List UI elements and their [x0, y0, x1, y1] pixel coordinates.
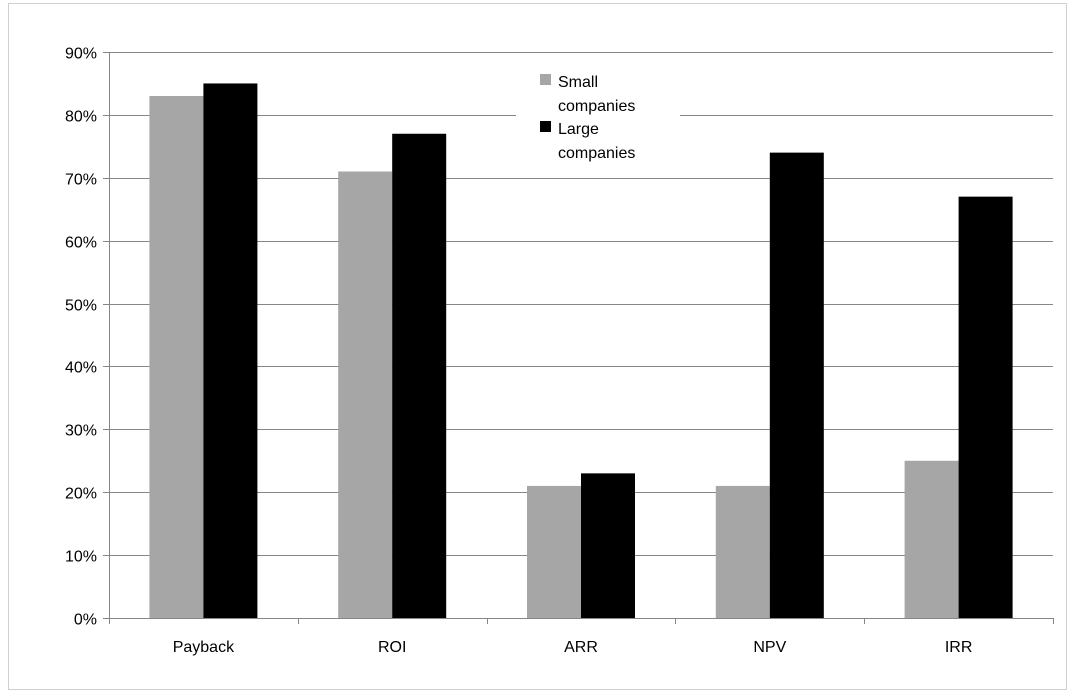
bar-npv-large-companies [769, 152, 824, 618]
legend-label-large-line1: Large [558, 121, 599, 138]
y-tick-label: 30% [65, 423, 97, 440]
bar-irr-large-companies [958, 196, 1013, 618]
y-tick-label: 20% [65, 486, 97, 503]
x-tick-label-roi: ROI [378, 639, 406, 656]
x-tick-labels: Payback ROI ARR NPV IRR [173, 639, 973, 656]
legend: Small companies Large companies [516, 64, 680, 174]
x-tick-label-npv: NPV [753, 639, 786, 656]
axes [103, 52, 1054, 624]
legend-swatch-large-companies [540, 121, 551, 132]
y-tick-label: 50% [65, 298, 97, 315]
y-tick-labels: 0% 10% 20% 30% 40% 50% 60% 70% 80% 90% [65, 46, 97, 629]
bar-payback-small-companies [149, 96, 204, 619]
y-tick-label: 80% [65, 109, 97, 126]
y-tick-label: 60% [65, 235, 97, 252]
bars [149, 83, 1013, 619]
y-tick-label: 70% [65, 172, 97, 189]
bar-irr-small-companies [904, 460, 959, 618]
legend-swatch-small-companies [540, 74, 551, 85]
bar-roi-large-companies [392, 133, 447, 618]
y-tick-label: 90% [65, 46, 97, 63]
y-tick-label: 10% [65, 549, 97, 566]
bar-arr-large-companies [581, 473, 635, 618]
x-tick-label-payback: Payback [173, 639, 235, 656]
y-tick-label: 40% [65, 360, 97, 377]
gridlines [109, 52, 1053, 556]
bar-arr-small-companies [527, 485, 581, 618]
bar-roi-small-companies [338, 171, 393, 618]
x-tick-label-arr: ARR [564, 639, 598, 656]
bar-payback-large-companies [203, 83, 258, 618]
legend-label-small-line2: companies [558, 98, 635, 115]
bar-npv-small-companies [715, 485, 770, 618]
legend-label-large-line2: companies [558, 145, 635, 162]
x-tick-label-irr: IRR [945, 639, 973, 656]
legend-label-small-line1: Small [558, 74, 598, 91]
y-tick-label: 0% [74, 612, 97, 629]
